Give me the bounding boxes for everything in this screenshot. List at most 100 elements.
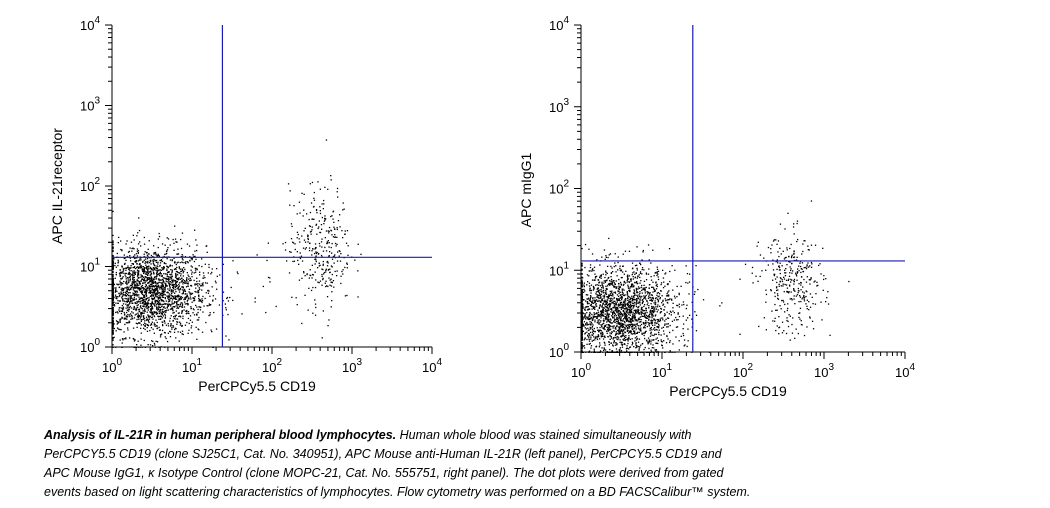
event-dot [313, 197, 315, 199]
event-dot [145, 264, 147, 266]
event-dot [629, 319, 631, 321]
event-dot [597, 334, 599, 336]
event-dot [608, 324, 610, 326]
event-dot [660, 340, 663, 343]
event-dot [114, 277, 116, 279]
event-dot [751, 272, 753, 274]
event-dot [632, 318, 634, 320]
event-dot [616, 297, 618, 300]
event-dot [605, 316, 608, 318]
event-dot [197, 285, 199, 287]
event-dot [318, 242, 321, 245]
event-dot [644, 327, 646, 329]
event-dot [639, 300, 641, 302]
event-dot [306, 273, 308, 276]
event-dot [143, 268, 145, 270]
event-dot [177, 288, 180, 290]
event-dot [164, 336, 166, 338]
event-dot [171, 271, 173, 273]
event-dot [581, 302, 583, 304]
event-dot [171, 284, 173, 287]
event-dot [321, 246, 323, 248]
event-dot [618, 327, 621, 329]
event-dot [658, 295, 660, 297]
event-dot [615, 319, 617, 321]
event-dot [334, 242, 337, 245]
event-dot [655, 322, 657, 324]
event-dot [330, 246, 332, 249]
event-dot [155, 304, 157, 306]
event-dot [159, 272, 161, 274]
event-dot [136, 318, 138, 321]
event-dot [182, 317, 184, 320]
event-dot [619, 281, 622, 284]
event-dot [188, 245, 191, 247]
event-dot [127, 299, 129, 301]
event-dot [639, 262, 641, 264]
event-dot [637, 286, 640, 288]
event-dot [615, 280, 617, 282]
event-dot [639, 316, 642, 318]
event-dot [153, 288, 155, 290]
event-dot [666, 301, 668, 304]
event-dot [638, 301, 640, 303]
event-dot [146, 311, 148, 313]
event-dot [628, 321, 630, 323]
event-dot [587, 298, 589, 300]
event-dot [591, 326, 594, 328]
event-dot [127, 280, 129, 282]
event-dot [649, 327, 651, 330]
event-dot [614, 344, 617, 346]
event-dot [600, 288, 602, 291]
event-dot [152, 294, 154, 296]
event-dot [627, 332, 630, 334]
event-dot [190, 285, 193, 287]
event-dot [156, 289, 158, 291]
event-dot [162, 291, 165, 293]
event-dot [685, 265, 687, 267]
event-dot [615, 306, 617, 309]
event-dots [112, 139, 362, 348]
event-dot [596, 321, 598, 324]
event-dot [649, 299, 651, 301]
event-dot [182, 315, 184, 317]
event-dot [581, 303, 583, 305]
event-dot [126, 305, 128, 307]
event-dot [163, 262, 166, 264]
event-dot [166, 340, 169, 343]
event-dot [666, 335, 668, 337]
event-dot [227, 300, 230, 302]
event-dot [659, 320, 662, 322]
event-dot [177, 312, 180, 314]
event-dot [149, 287, 151, 289]
event-dot [173, 331, 176, 333]
event-dot [325, 269, 327, 271]
event-dot [123, 257, 125, 259]
event-dot [322, 263, 324, 265]
event-dot [163, 311, 165, 313]
event-dot [152, 289, 155, 291]
event-dot [583, 325, 585, 327]
event-dot [586, 301, 589, 303]
event-dot [322, 310, 324, 312]
event-dot [582, 307, 584, 309]
event-dot [131, 297, 133, 299]
event-dot [622, 323, 624, 325]
event-dot [661, 345, 663, 347]
event-dot [651, 322, 654, 324]
event-dot [198, 265, 200, 267]
event-dot [138, 318, 140, 320]
event-dot [117, 300, 119, 302]
event-dot [800, 265, 802, 268]
event-dot [602, 286, 604, 288]
event-dot [613, 317, 615, 319]
event-dot [621, 346, 624, 348]
event-dot [136, 293, 138, 296]
event-dot [149, 279, 151, 282]
event-dot [174, 328, 176, 331]
event-dot [657, 273, 659, 275]
event-dot [590, 321, 593, 323]
event-dot [166, 307, 168, 309]
event-dot [617, 303, 620, 306]
event-dot [150, 303, 152, 306]
